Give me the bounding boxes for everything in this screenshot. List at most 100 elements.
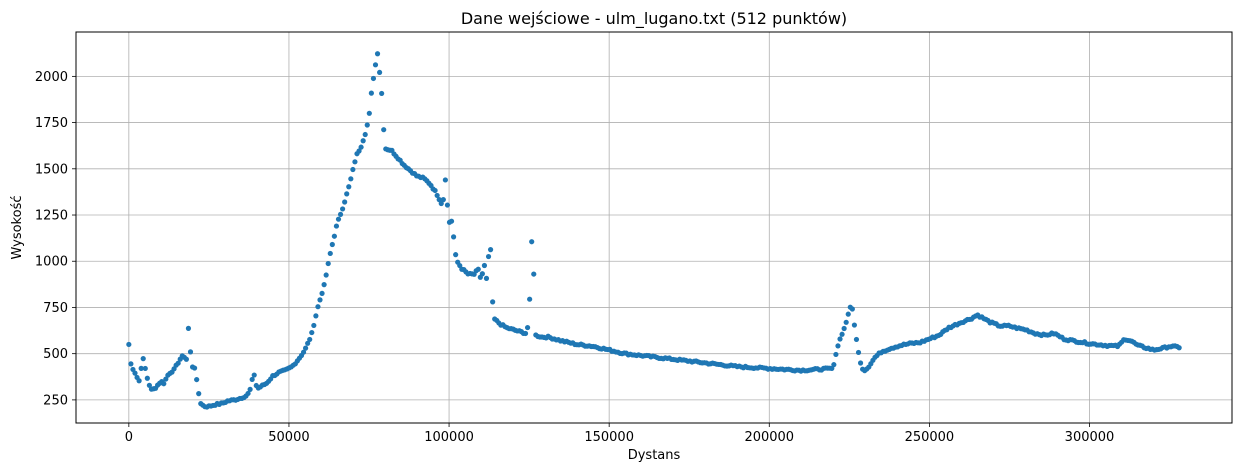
data-point	[448, 218, 455, 224]
data-point	[350, 166, 356, 173]
data-point	[251, 372, 257, 378]
data-point	[138, 365, 144, 371]
x-tick-label: 300000	[1065, 430, 1115, 445]
data-point	[366, 110, 372, 116]
data-point	[245, 390, 251, 397]
data-point	[849, 306, 855, 312]
data-point	[432, 187, 438, 194]
data-point	[346, 184, 352, 190]
data-point	[142, 365, 148, 372]
data-point	[356, 148, 362, 154]
data-point	[317, 297, 323, 303]
data-point	[481, 262, 488, 269]
data-point	[249, 376, 255, 383]
data-point	[436, 197, 442, 203]
data-point	[144, 375, 150, 381]
data-point	[335, 216, 342, 222]
data-point	[340, 206, 346, 212]
data-point	[372, 62, 379, 68]
data-point	[161, 381, 167, 387]
data-point	[453, 252, 459, 258]
x-tick-label: 250000	[905, 430, 955, 445]
data-point	[379, 90, 385, 97]
data-point	[434, 192, 440, 199]
data-point	[442, 177, 448, 183]
data-point	[444, 202, 451, 208]
data-point	[323, 272, 329, 278]
chart-title: Dane wejściowe - ulm_lugano.txt (512 pun…	[461, 9, 847, 29]
data-point	[837, 336, 843, 342]
data-point	[311, 322, 317, 329]
data-point	[192, 365, 198, 371]
data-point	[524, 324, 531, 331]
x-tick-label: 0	[125, 430, 133, 445]
data-point	[362, 131, 368, 138]
data-point	[845, 311, 851, 317]
y-tick-label: 1500	[35, 162, 68, 177]
data-point	[531, 271, 537, 277]
x-tick-label: 200000	[744, 430, 794, 445]
data-point	[368, 90, 374, 96]
data-point	[327, 250, 333, 257]
data-point	[370, 75, 377, 82]
y-tick-label: 500	[43, 347, 68, 362]
data-point	[843, 319, 849, 325]
data-point	[522, 330, 529, 337]
data-point	[333, 223, 340, 229]
data-point	[855, 349, 862, 356]
y-tick-label: 750	[43, 301, 68, 316]
data-point	[309, 329, 315, 336]
y-axis-label: Wysokość	[10, 196, 25, 260]
data-point	[839, 331, 845, 337]
data-point	[128, 361, 134, 367]
data-point	[360, 138, 366, 144]
data-point	[331, 233, 337, 239]
data-point	[381, 127, 387, 133]
data-point	[1176, 345, 1182, 351]
y-tick-label: 2000	[35, 70, 68, 85]
data-point	[329, 241, 335, 248]
data-point	[348, 176, 354, 182]
data-point	[313, 313, 319, 319]
x-tick-label: 50000	[268, 430, 309, 445]
data-point	[163, 376, 169, 382]
data-point	[833, 351, 839, 358]
y-tick-label: 250	[43, 393, 68, 408]
data-point	[451, 234, 457, 240]
data-point	[342, 199, 348, 205]
data-points	[126, 51, 1182, 410]
data-point	[377, 69, 383, 76]
data-point	[344, 191, 350, 197]
data-point	[831, 362, 837, 368]
data-point	[490, 299, 496, 305]
data-point	[146, 382, 152, 388]
data-point	[527, 296, 533, 302]
y-tick-label: 1250	[35, 209, 68, 224]
data-point	[438, 200, 444, 207]
data-point	[187, 349, 194, 355]
data-point	[303, 345, 309, 351]
plot-frame	[75, 31, 1233, 424]
x-tick-label: 100000	[424, 430, 474, 445]
data-point	[475, 266, 481, 272]
data-point	[194, 376, 200, 383]
data-point	[841, 325, 847, 332]
data-point	[175, 360, 181, 366]
data-point	[305, 340, 311, 346]
data-point	[126, 341, 132, 348]
data-point	[183, 356, 189, 362]
data-point	[529, 239, 535, 245]
data-point	[315, 304, 321, 310]
x-axis-label: Dystans	[628, 448, 681, 463]
data-point	[487, 247, 494, 253]
data-point	[835, 343, 841, 349]
data-point	[319, 290, 325, 296]
y-tick-label: 1000	[35, 255, 68, 270]
data-point	[307, 336, 313, 343]
data-point	[479, 271, 485, 277]
data-point	[352, 159, 358, 165]
data-point	[440, 197, 446, 203]
data-point	[132, 370, 138, 376]
data-point	[358, 144, 364, 150]
